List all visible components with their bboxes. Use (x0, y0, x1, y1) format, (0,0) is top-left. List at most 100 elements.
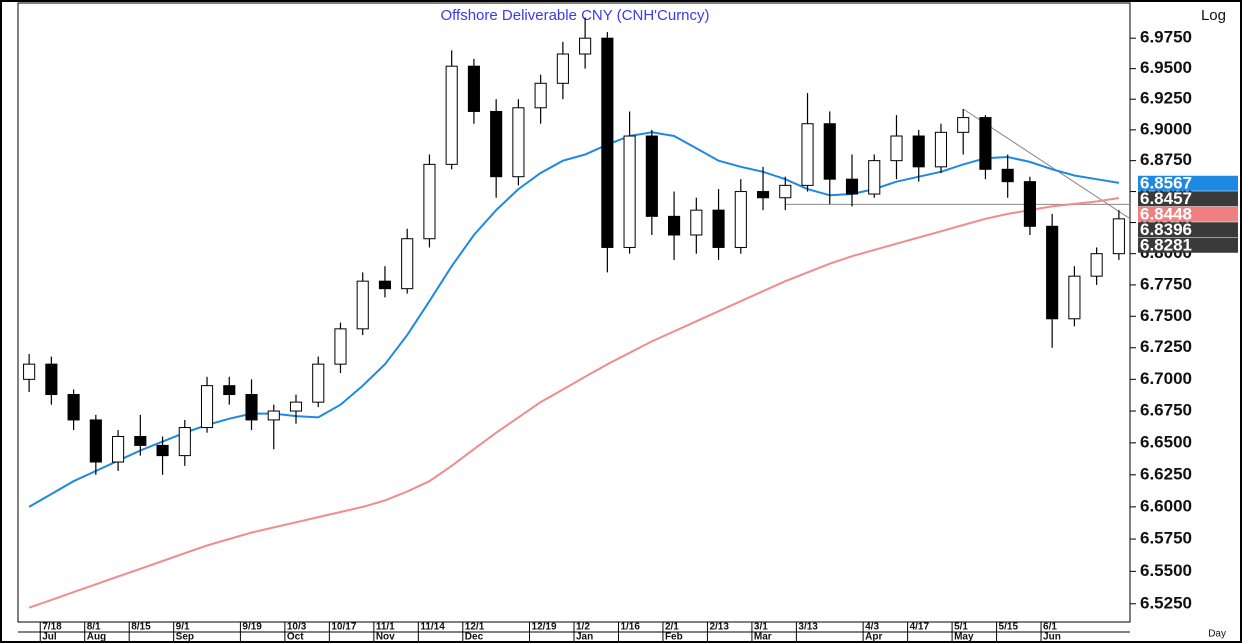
price-marker (1138, 191, 1238, 207)
candle-body (668, 215, 681, 236)
y-tick-label: 6.7000 (1140, 369, 1192, 388)
x-tick-label: 10/17 (331, 622, 356, 633)
candle-body (134, 435, 147, 446)
candle-body (401, 238, 414, 290)
candle-body (356, 280, 369, 330)
candle-body (112, 435, 125, 463)
x-tick-label: 8/1 (87, 622, 101, 633)
candle-body (490, 110, 503, 178)
month-label: Feb (665, 632, 683, 643)
y-tick-label: 6.6500 (1140, 432, 1192, 451)
candle-body (579, 37, 592, 55)
candle-body (534, 82, 547, 109)
candle-body (845, 178, 859, 195)
candle-body (601, 37, 614, 248)
y-tick-label: 6.7250 (1140, 337, 1192, 356)
chart-title: Offshore Deliverable CNY (CNH'Curncy) (440, 7, 709, 24)
month-label: Mar (754, 632, 772, 643)
month-label: Nov (376, 632, 395, 643)
x-tick-label: 11/1 (376, 622, 395, 633)
y-tick-label: 6.5750 (1140, 529, 1192, 548)
candle-body (890, 135, 903, 162)
price-marker-label: 6.8396 (1140, 220, 1192, 239)
y-tick-label: 6.8750 (1140, 150, 1192, 169)
price-marker-label: 6.8567 (1140, 174, 1192, 193)
y-tick-label: 6.6250 (1140, 464, 1192, 483)
x-tick-label: 5/1 (954, 622, 968, 633)
x-tick-label: 6/1 (1043, 622, 1057, 633)
candle-body (1023, 181, 1036, 227)
candle-body (289, 401, 303, 412)
month-label: Apr (865, 632, 882, 643)
candle-body (712, 209, 725, 248)
x-tick-label: 4/17 (910, 622, 930, 633)
candle-body (779, 184, 792, 199)
x-tick-label: 7/18 (42, 622, 62, 633)
x-tick-label: 12/19 (532, 622, 557, 633)
scale-label: Log (1201, 7, 1226, 24)
candle-body (467, 65, 480, 112)
month-label: Oct (287, 632, 304, 643)
y-tick-label: 6.5250 (1140, 593, 1192, 612)
y-tick-label: 6.9500 (1140, 58, 1192, 77)
price-marker (1138, 222, 1238, 238)
price-marker (1138, 175, 1238, 191)
y-tick-label: 6.9250 (1140, 89, 1192, 108)
y-tick-label: 6.6750 (1140, 401, 1192, 420)
candle-body (801, 123, 814, 186)
x-tick-label: 10/3 (287, 622, 307, 633)
x-tick-label: 12/1 (465, 622, 485, 633)
candle-body (223, 385, 236, 396)
candle-body (934, 131, 948, 168)
candle-body (734, 191, 747, 248)
moving-average-line (28, 197, 1120, 609)
x-tick-label: 9/1 (176, 622, 190, 633)
candle-body (912, 135, 925, 168)
month-label: Jan (576, 632, 593, 643)
month-label: Jul (42, 632, 57, 643)
candle-body (756, 191, 770, 199)
candle-body (45, 363, 58, 396)
y-tick-label: 6.9750 (1140, 28, 1192, 47)
price-marker-label: 6.8448 (1140, 205, 1192, 224)
price-marker-label: 6.8281 (1140, 236, 1192, 255)
candle-body (445, 65, 458, 165)
candle-body (645, 135, 658, 217)
candle-body (1090, 253, 1103, 277)
candle-body (67, 394, 80, 421)
price-marker-label: 6.8457 (1140, 189, 1192, 208)
candle-body (267, 410, 280, 421)
price-marker (1138, 237, 1238, 253)
x-tick-label: 2/13 (709, 622, 729, 633)
candle-body (23, 363, 36, 380)
y-tick-label: 6.6000 (1140, 496, 1192, 515)
x-axis-label: Day (1208, 629, 1226, 640)
candle-body (1046, 225, 1059, 320)
candle-body (334, 328, 347, 365)
candle-body (823, 123, 836, 180)
x-tick-label: 4/3 (865, 622, 879, 633)
candle-body (245, 394, 258, 421)
candle-body (1001, 168, 1014, 183)
candle-body (178, 427, 191, 457)
candle-body (1068, 275, 1081, 320)
candle-body (312, 363, 325, 403)
month-label: Aug (87, 632, 106, 643)
candle-body (89, 419, 102, 463)
x-tick-label: 9/19 (242, 622, 262, 633)
x-tick-label: 3/1 (754, 622, 768, 633)
y-tick-label: 6.7500 (1140, 306, 1192, 325)
candle-body (378, 280, 392, 290)
x-tick-label: 3/13 (798, 622, 818, 633)
candle-body (979, 117, 992, 170)
candle-body (423, 163, 436, 240)
y-tick-label: 6.7750 (1140, 274, 1192, 293)
candle-body (690, 209, 703, 236)
x-tick-label: 11/14 (420, 622, 445, 633)
candle-body (156, 444, 169, 457)
x-tick-label: 8/15 (131, 622, 151, 633)
candle-body (512, 107, 525, 178)
y-tick-label: 6.9000 (1140, 119, 1192, 138)
